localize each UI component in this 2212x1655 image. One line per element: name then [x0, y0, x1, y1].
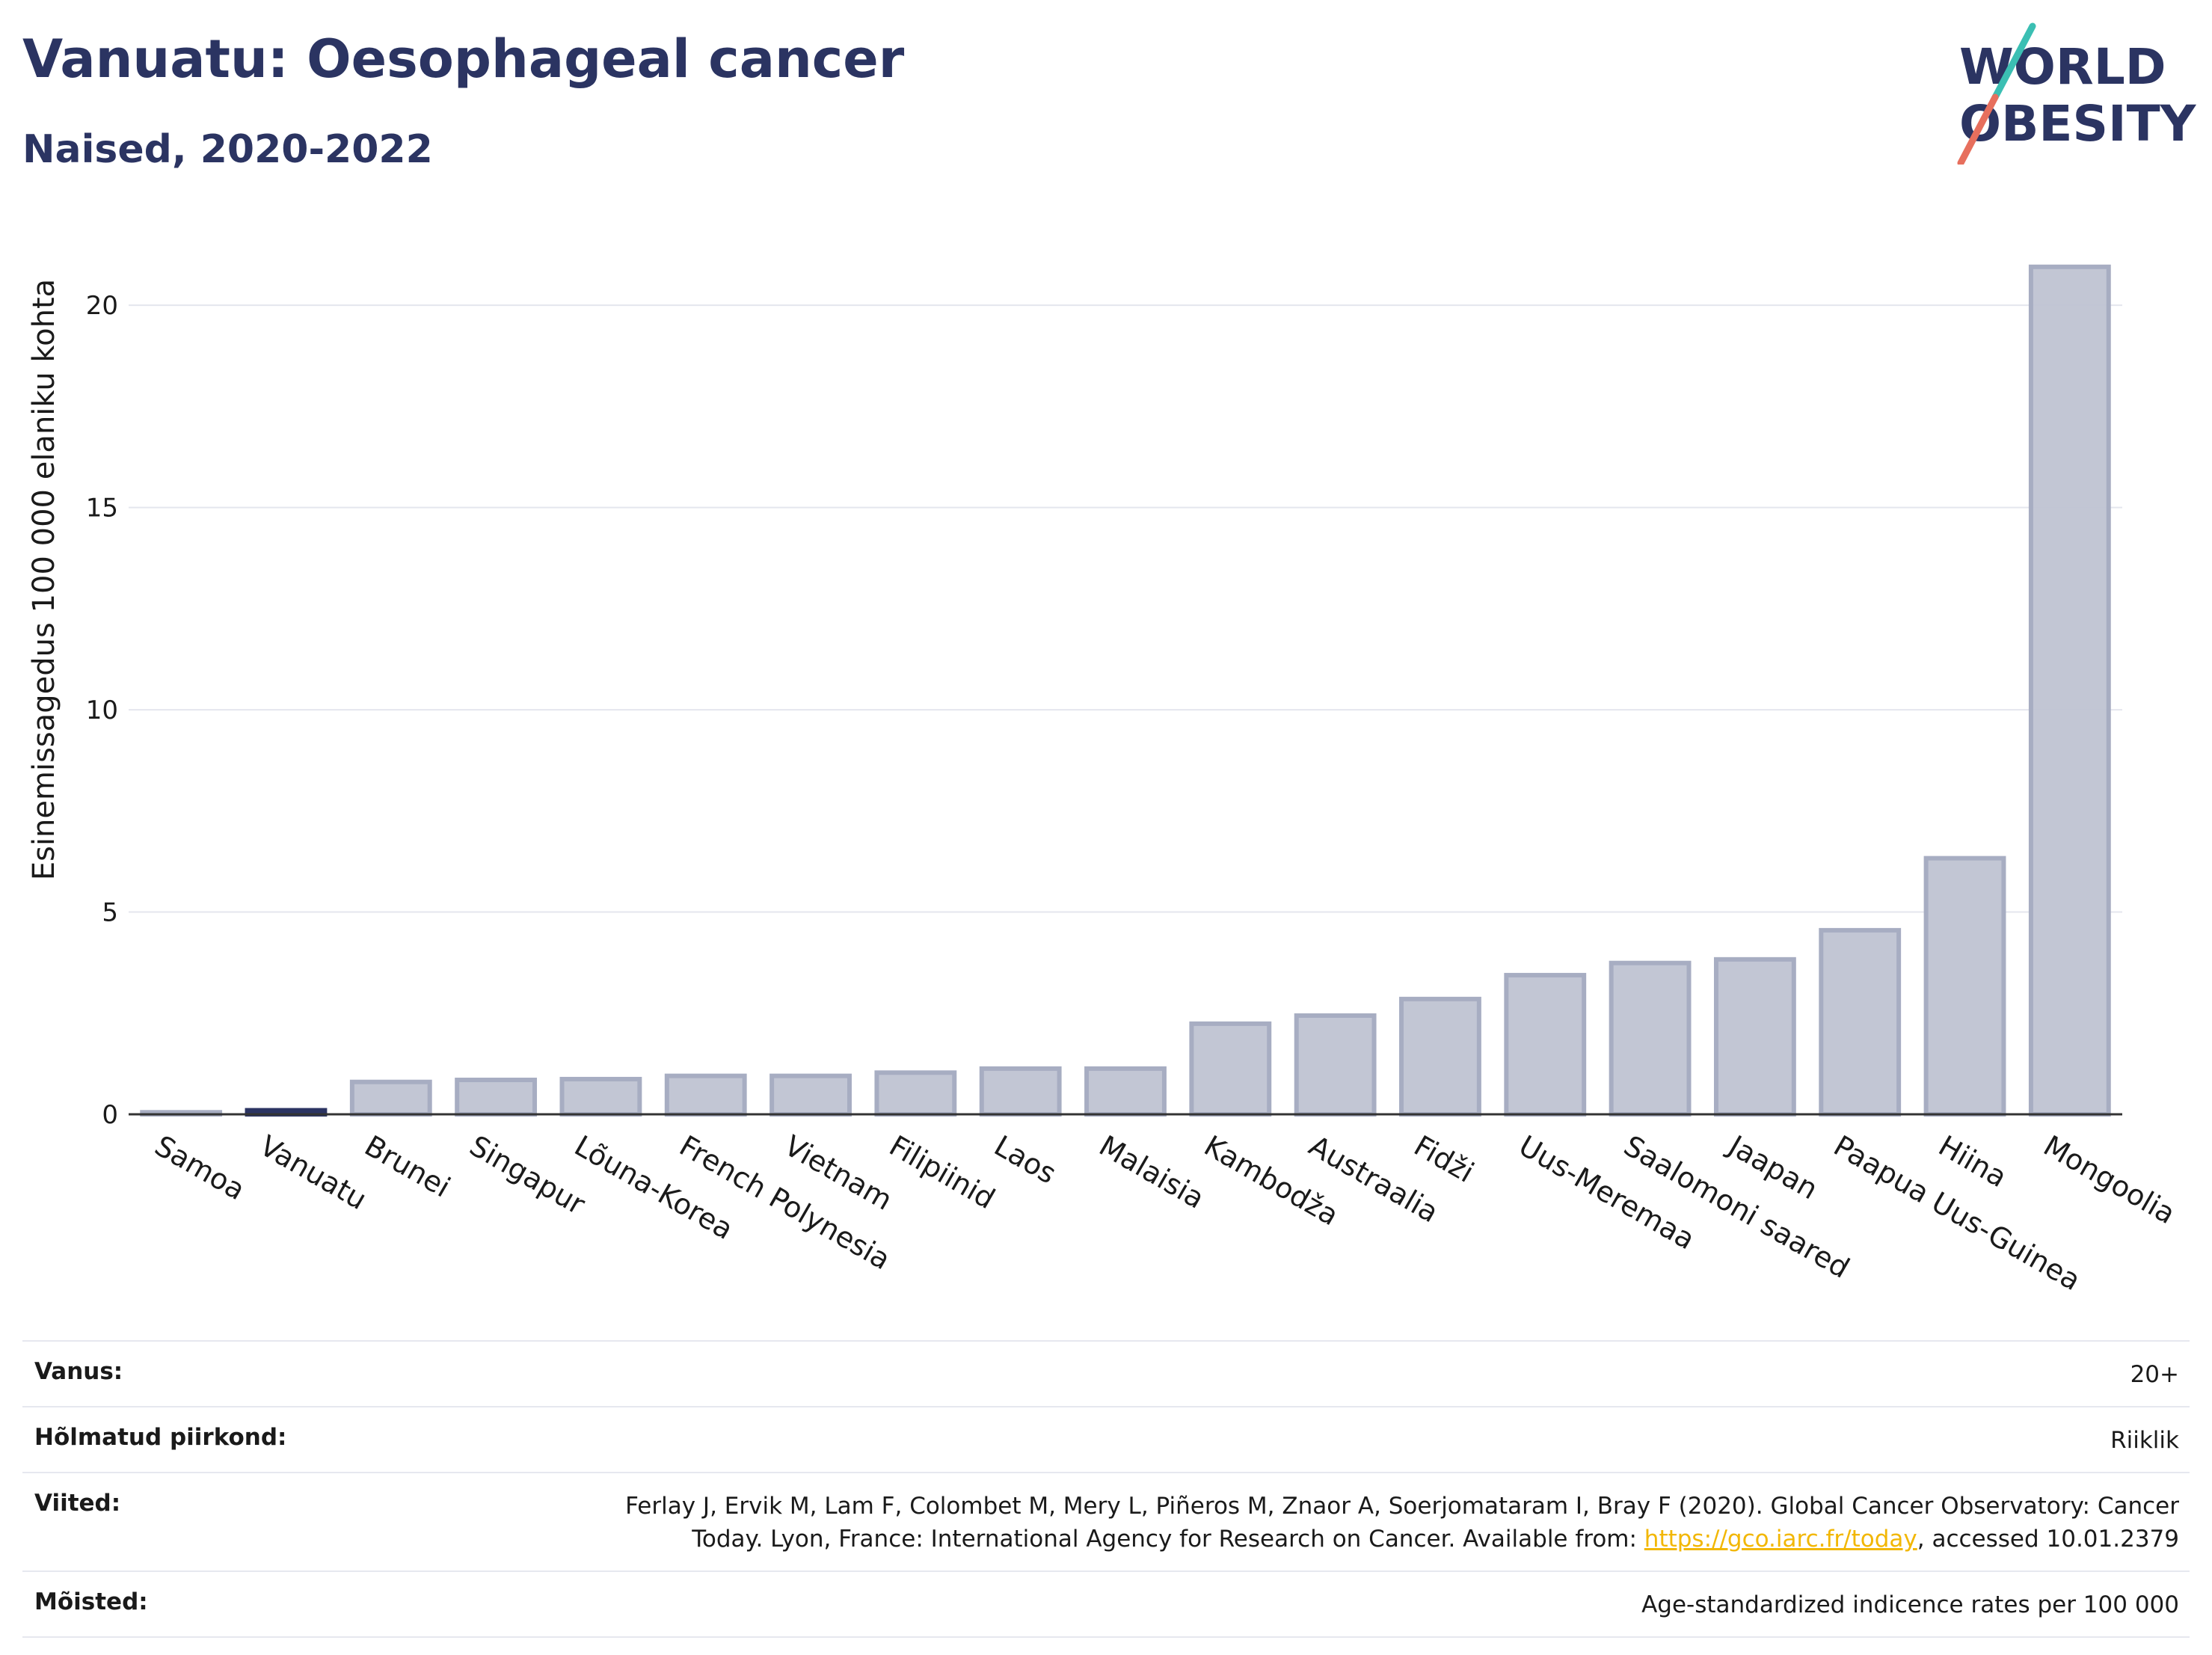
meta-value: Ferlay J, Ervik M, Lam F, Colombet M, Me… [609, 1490, 2179, 1556]
bar-9[interactable] [1084, 1066, 1167, 1117]
y-tick-label: 5 [102, 898, 118, 928]
bar-7[interactable] [874, 1070, 957, 1117]
meta-row-age: Vanus: 20+ [22, 1340, 2190, 1406]
x-tick-label: Samoa [150, 1129, 251, 1207]
meta-value: Riiklik [2110, 1427, 2179, 1454]
x-tick-label: Singapur [464, 1129, 592, 1221]
reference-accessed: , accessed 10.01.2379 [1917, 1526, 2179, 1553]
logo-line-1: WORLD [1959, 38, 2166, 96]
meta-row-references: Viited: Ferlay J, Ervik M, Lam F, Colomb… [22, 1472, 2190, 1570]
meta-row-definitions: Mõisted: Age-standardized indicence rate… [22, 1570, 2190, 1638]
meta-label: Viited: [34, 1490, 121, 1517]
meta-row-region: Hõlmatud piirkond: Riiklik [22, 1406, 2190, 1472]
bar-10[interactable] [1189, 1021, 1272, 1117]
bar-12[interactable] [1399, 996, 1481, 1117]
x-tick-label: Mongoolia [2038, 1129, 2181, 1231]
bar-4[interactable] [559, 1076, 642, 1117]
meta-label: Vanus: [34, 1358, 123, 1385]
bar-18[interactable] [2028, 264, 2111, 1117]
logo-line-2: OBESITY [1959, 95, 2197, 153]
y-tick-label: 15 [86, 494, 118, 523]
reference-link[interactable]: https://gco.iarc.fr/today [1644, 1526, 1917, 1553]
bar-15[interactable] [1713, 957, 1796, 1117]
y-axis-label: Esinemissagedus 100 000 elaniku kohta [27, 279, 61, 880]
y-tick-label: 20 [86, 291, 118, 321]
bar-13[interactable] [1504, 972, 1587, 1117]
x-tick-label: Uus-Meremaa [1514, 1129, 1701, 1256]
meta-value: Age-standardized indicence rates per 100… [1641, 1591, 2179, 1618]
y-tick-label: 10 [86, 696, 118, 725]
logo-slash-top [1991, 22, 2036, 101]
logo-slash-bottom [1957, 93, 1999, 165]
bar-6[interactable] [769, 1073, 852, 1117]
page-title: Vanuatu: Oesophageal cancer [22, 28, 905, 90]
y-tick-label: 0 [102, 1100, 118, 1130]
bar-14[interactable] [1609, 960, 1692, 1117]
bars [140, 264, 2111, 1117]
bar-8[interactable] [979, 1066, 1062, 1117]
x-tick-label: Laos [989, 1129, 1062, 1191]
world-obesity-logo: WORLD OBESITY [1957, 22, 2197, 165]
page-subtitle: Naised, 2020-2022 [22, 127, 433, 172]
x-tick-label: Brunei [359, 1129, 455, 1204]
y-tick-labels: 0 5 10 15 20 [86, 291, 118, 1130]
bar-16[interactable] [1819, 927, 1902, 1117]
bar-5[interactable] [664, 1073, 747, 1117]
x-tick-label: Malaisia [1094, 1129, 1210, 1215]
x-tick-label: Hiina [1933, 1129, 2012, 1194]
bar-2[interactable] [349, 1079, 432, 1117]
x-tick-label: Vanuatu [254, 1129, 372, 1216]
bar-11[interactable] [1294, 1013, 1377, 1117]
bar-3[interactable] [455, 1078, 538, 1117]
meta-label: Hõlmatud piirkond: [34, 1424, 287, 1451]
meta-label: Mõisted: [34, 1588, 148, 1615]
x-tick-label: Fidži [1408, 1129, 1479, 1189]
reference-text: Ferlay J, Ervik M, Lam F, Colombet M, Me… [625, 1493, 2179, 1553]
bar-17[interactable] [1923, 856, 2006, 1117]
x-tick-label: Filipiinid [884, 1129, 1001, 1215]
meta-value: 20+ [2130, 1361, 2179, 1388]
metadata-table: Vanus: 20+ Hõlmatud piirkond: Riiklik Vi… [22, 1340, 2190, 1638]
grid-lines [129, 304, 2122, 913]
